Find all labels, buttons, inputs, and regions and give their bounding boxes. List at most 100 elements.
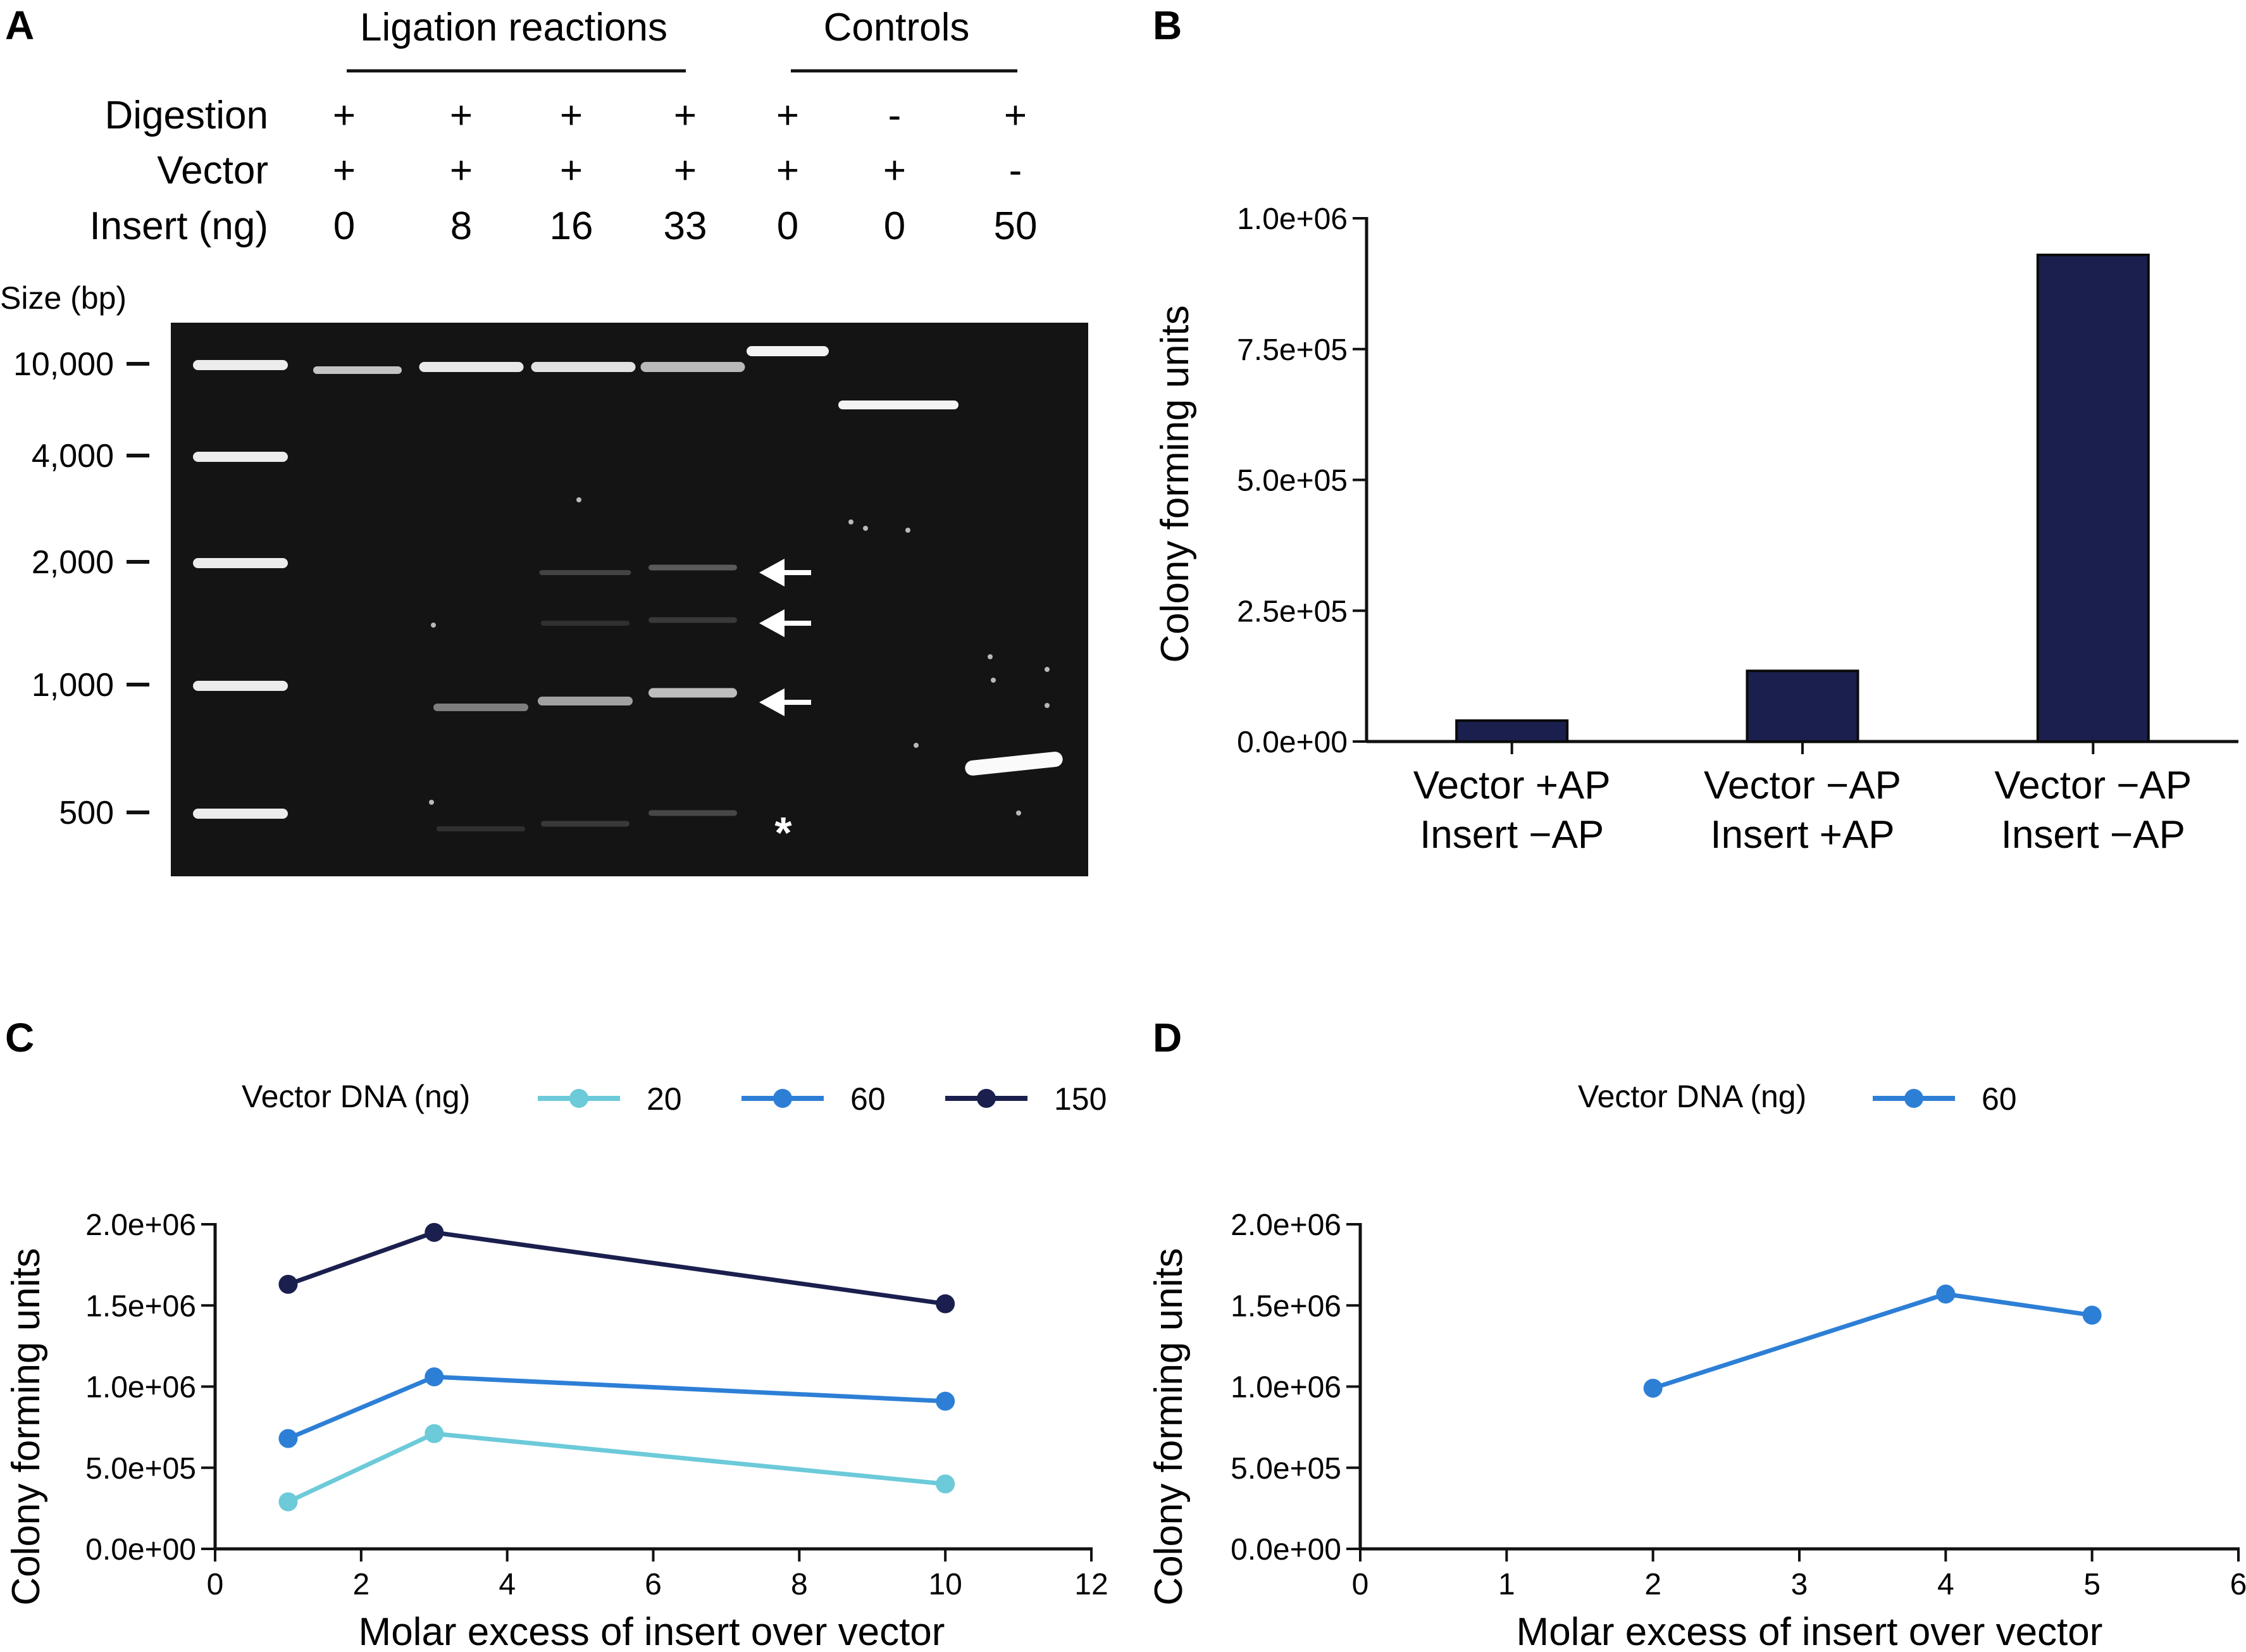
gel-background: [171, 323, 1088, 876]
gel-band: [193, 809, 288, 819]
chart-d-xtick-label: 6: [2230, 1568, 2246, 1601]
gel-band: [437, 826, 525, 831]
chart-c-series-line: [287, 1431, 946, 1504]
gel-speck: [905, 528, 910, 533]
chart-d-xtick-label: 3: [1791, 1568, 1808, 1601]
lane-7-digestion: +: [1004, 94, 1027, 137]
lane-4-vector: +: [674, 149, 697, 192]
chart-c-xlabel: Molar excess of insert over vector: [359, 1610, 945, 1652]
chart-b-ytick-label: 5.0e+05: [1237, 464, 1348, 498]
gel-band: [965, 752, 1063, 776]
gel-asterisk: *: [774, 808, 792, 857]
gel-band: [539, 570, 631, 575]
chart-c-legend-marker: [569, 1089, 588, 1108]
panel-letter-a: A: [5, 3, 34, 48]
chart-b-bar: [1455, 719, 1569, 743]
lane-4-digestion: +: [674, 94, 697, 137]
panel-letter-b: B: [1153, 3, 1182, 48]
chart-c-point: [278, 1274, 298, 1294]
chart-b-ytick-label: 1.0e+06: [1237, 202, 1348, 236]
gel-speck: [848, 519, 853, 525]
chart-b-category-label: Insert −AP: [1420, 813, 1604, 857]
lane-7-vector: -: [1009, 149, 1022, 192]
group-header-ligation: Ligation reactions: [360, 6, 667, 49]
gel-speck: [914, 743, 919, 748]
chart-c-ytick-label: 1.5e+06: [85, 1289, 196, 1323]
chart-d-legend-marker: [1904, 1089, 1923, 1108]
chart-c-point: [936, 1391, 955, 1411]
chart-d-xtick-label: 2: [1644, 1568, 1661, 1601]
chart-d-xlabel: Molar excess of insert over vector: [1517, 1610, 2103, 1652]
gel-band: [193, 452, 288, 462]
gel-band: [193, 360, 288, 370]
size-marker-label: 500: [59, 795, 114, 831]
lane-5-digestion: +: [776, 94, 799, 137]
lane-3-insert: 16: [550, 204, 593, 248]
row-label-insert: Insert (ng): [89, 204, 268, 248]
chart-b-ytick-label: 2.5e+05: [1237, 595, 1348, 628]
lane-1-insert: 0: [333, 204, 355, 248]
chart-c-xtick-label: 4: [499, 1568, 516, 1601]
chart-c-ytick-label: 5.0e+05: [85, 1452, 196, 1486]
chart-c-xtick-label: 8: [791, 1568, 808, 1601]
gel-band: [648, 810, 737, 816]
chart-d-legend-label: 60: [1982, 1081, 2017, 1117]
chart-d-point: [1936, 1284, 1956, 1304]
lane-2-vector: +: [450, 149, 473, 192]
gel-band: [193, 558, 288, 568]
panel-d: D Vector DNA (ng) 60 Colony forming unit…: [1147, 1015, 2246, 1652]
chart-d-ytick-label: 5.0e+05: [1231, 1452, 1341, 1486]
lane-3-digestion: +: [560, 94, 583, 137]
gel-band: [838, 401, 959, 409]
row-label-digestion: Digestion: [105, 94, 268, 137]
chart-b-ytick-label: 0.0e+00: [1237, 726, 1348, 759]
lane-2-digestion: +: [450, 94, 473, 137]
chart-c-xtick-label: 10: [928, 1568, 962, 1601]
chart-c-point: [425, 1424, 444, 1443]
chart-d-point: [1643, 1379, 1663, 1398]
chart-c: 0.0e+00 5.0e+05 1.0e+06 1.5e+06 2.0e+06 0 2 4 6 8…: [85, 1208, 1108, 1601]
chart-d-point: [2082, 1305, 2102, 1325]
lane-symbols: + +0 + +8 + +16 + +33 + +0 - +0 + - 50: [333, 94, 1038, 248]
chart-d-legend-title: Vector DNA (ng): [1578, 1079, 1806, 1114]
gel-band: [419, 362, 524, 372]
lane-4-insert: 33: [664, 204, 707, 248]
chart-d-ytick-label: 2.0e+06: [1231, 1208, 1341, 1242]
gel-band: [541, 621, 630, 626]
chart-b-category-label: Insert −AP: [2001, 813, 2185, 857]
chart-c-point: [278, 1429, 298, 1448]
chart-d-ytick-label: 1.5e+06: [1231, 1289, 1341, 1323]
chart-c-legend: 20 60 150: [538, 1081, 1107, 1117]
chart-c-ytick-label: 0.0e+00: [85, 1533, 196, 1567]
chart-c-xtick-label: 0: [207, 1568, 224, 1601]
gel-band: [640, 362, 745, 372]
chart-c-point: [936, 1294, 955, 1314]
chart-c-series-line: [287, 1230, 946, 1307]
chart-c-ytick-label: 2.0e+06: [85, 1208, 196, 1242]
chart-c-point: [425, 1367, 444, 1387]
chart-c-legend-label: 150: [1054, 1081, 1107, 1117]
chart-c-legend-label: 60: [850, 1081, 886, 1117]
chart-b-category-label: Vector −AP: [1704, 764, 1901, 807]
chart-c-legend-marker: [977, 1089, 996, 1108]
gel-arrow-head: [759, 609, 785, 637]
gel-band: [648, 688, 737, 698]
size-title: Size (bp): [0, 280, 127, 316]
chart-d-xtick-label: 4: [1937, 1568, 1954, 1601]
gel-speck: [429, 800, 434, 805]
gel-band: [747, 346, 829, 356]
chart-d-ylabel: Colony forming units: [1147, 1248, 1191, 1605]
chart-d-ytick-label: 0.0e+00: [1231, 1533, 1341, 1567]
chart-d-xtick-label: 0: [1352, 1568, 1369, 1601]
chart-c-point: [278, 1492, 298, 1512]
lane-5-insert: 0: [777, 204, 798, 248]
gel-band: [433, 704, 528, 711]
lane-2-insert: 8: [450, 204, 472, 248]
gel-band: [648, 617, 737, 623]
chart-d-legend: 60: [1873, 1081, 2017, 1117]
gel-arrow-head: [759, 559, 785, 587]
chart-c-point: [425, 1222, 444, 1242]
chart-b-bar: [1746, 669, 1859, 743]
lane-5-vector: +: [776, 149, 799, 192]
size-marker-label: 4,000: [32, 438, 114, 475]
